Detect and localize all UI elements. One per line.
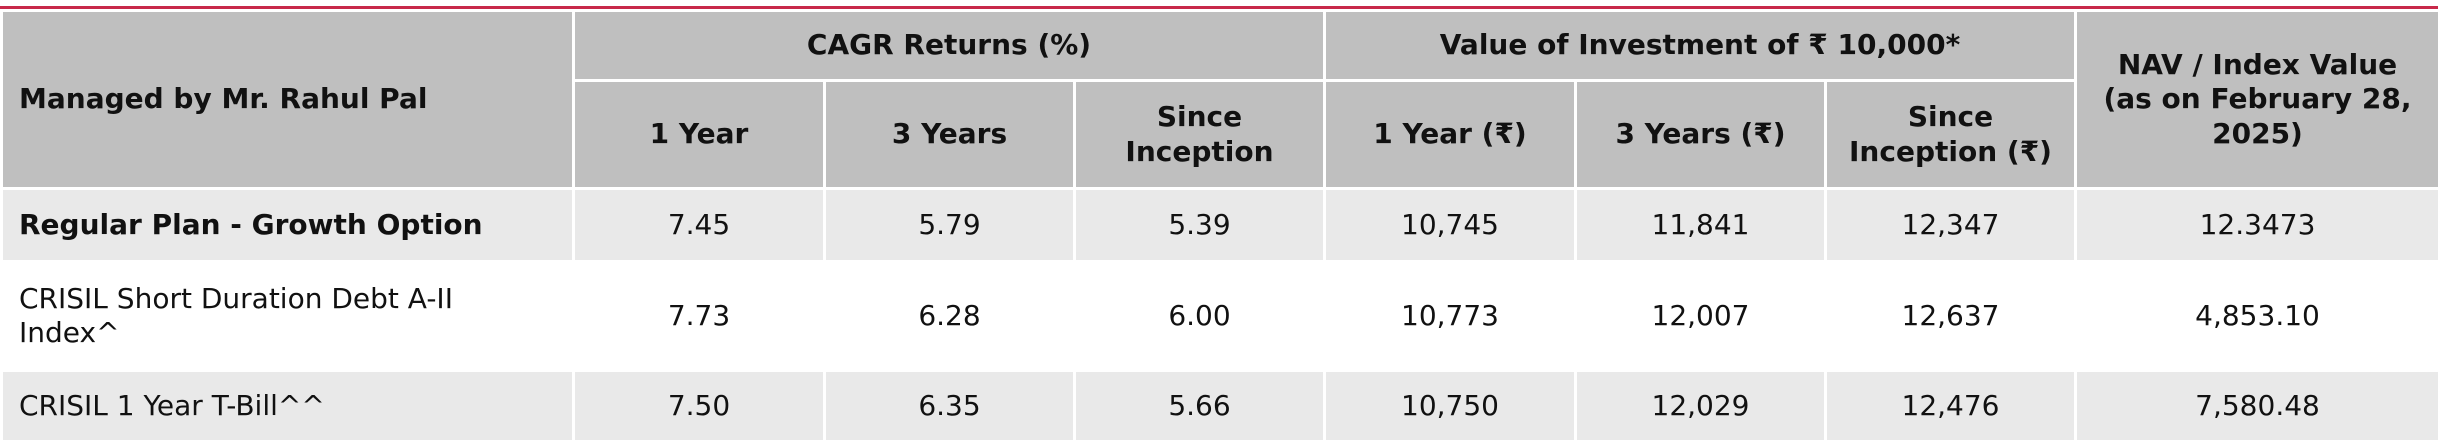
table-wrap: Managed by Mr. Rahul Pal CAGR Returns (%… — [0, 6, 2438, 443]
group-header: Value of Investment of ₹ 10,000* — [1323, 9, 2077, 82]
cell: 10,750 — [1323, 369, 1577, 443]
performance-table: Managed by Mr. Rahul Pal CAGR Returns (%… — [0, 9, 2438, 443]
cell: 12,347 — [1824, 187, 2077, 263]
row-label: Regular Plan - Growth Option — [0, 187, 575, 263]
cell: 5.66 — [1073, 369, 1326, 443]
group-header: CAGR Returns (%) — [572, 9, 1326, 82]
cell: 4,853.10 — [2074, 260, 2438, 372]
column-header: 1 Year — [572, 79, 826, 190]
cell: 6.35 — [823, 369, 1076, 443]
cell: 5.79 — [823, 187, 1076, 263]
table-row: CRISIL Short Duration Debt A-II Index^ 7.… — [0, 260, 2438, 372]
table-row: CRISIL 1 Year T-Bill^^ 7.50 6.35 5.66 10,750… — [0, 369, 2438, 443]
header-row: 1 Year 3 Years Since Inception 1 Year (₹) 3 … — [2, 79, 2438, 190]
cell: 7.50 — [572, 369, 826, 443]
nav-header: NAV / Index Value (as on February 28, 20… — [2074, 9, 2438, 190]
cell: 6.00 — [1073, 260, 1326, 372]
column-header: 1 Year (₹) — [1323, 79, 1577, 190]
cell: 12,029 — [1574, 369, 1827, 443]
cell: 10,773 — [1323, 260, 1577, 372]
cell: 12,007 — [1574, 260, 1827, 372]
cell: 5.39 — [1073, 187, 1326, 263]
cell: 7.45 — [572, 187, 826, 263]
row-label: CRISIL 1 Year T-Bill^^ — [0, 369, 575, 443]
table-row: Regular Plan - Growth Option 7.45 5.79 5.39… — [0, 187, 2438, 263]
cell: 7.73 — [572, 260, 826, 372]
cell: 10,745 — [1323, 187, 1577, 263]
column-header: 3 Years (₹) — [1574, 79, 1827, 190]
cell: 11,841 — [1574, 187, 1827, 263]
header-row: Managed by Mr. Rahul Pal CAGR Returns (%… — [0, 9, 2438, 190]
cell: 12.3473 — [2074, 187, 2438, 263]
cell: 12,476 — [1824, 369, 2077, 443]
row-label: CRISIL Short Duration Debt A-II Index^ — [0, 260, 575, 372]
cell: 6.28 — [823, 260, 1076, 372]
column-header: 3 Years — [823, 79, 1076, 190]
managed-by: Managed by Mr. Rahul Pal — [0, 9, 575, 190]
column-header: Since Inception (₹) — [1824, 79, 2077, 190]
column-header: Since Inception — [1073, 79, 1326, 190]
cell: 7,580.48 — [2074, 369, 2438, 443]
table-body: Regular Plan - Growth Option 7.45 5.79 5.39… — [0, 187, 2438, 443]
cell: 12,637 — [1824, 260, 2077, 372]
